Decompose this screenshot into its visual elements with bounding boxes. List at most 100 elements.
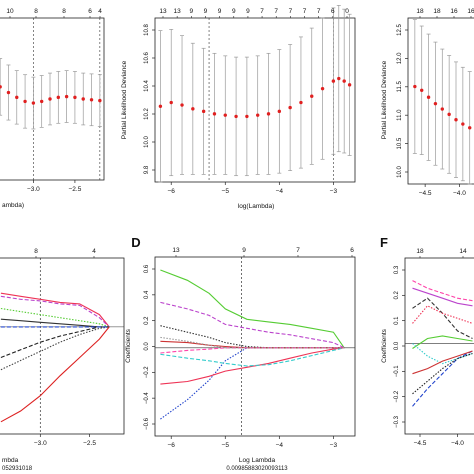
a-top-tick-label: 8 — [62, 8, 66, 15]
c-x-tick-label: −4.0 — [453, 190, 466, 197]
b-deviance-point — [310, 94, 314, 98]
b-top-tick-label: 9 — [218, 8, 222, 15]
f-y-tick-label: 0.3 — [394, 265, 400, 274]
c-top-tick-label: 18 — [433, 8, 441, 15]
d-x-tick-label: −6 — [168, 442, 176, 449]
b-deviance-point — [180, 103, 184, 107]
a-top-tick-label: 8 — [34, 8, 38, 15]
a-deviance-point — [6, 90, 11, 95]
a-x-tick-label: −3.0 — [27, 186, 40, 193]
e-top-tick-label: 8 — [34, 248, 38, 255]
f-y-tick-label: 0.1 — [394, 316, 400, 325]
b-deviance-point — [234, 114, 238, 119]
c-deviance-point — [413, 84, 417, 89]
f-panel-letter: F — [380, 235, 388, 250]
e-plot-frame — [0, 257, 125, 435]
d-top-tick-label: 7 — [296, 247, 300, 254]
b-y-tick-label: 10.2 — [144, 108, 150, 120]
b-y-tick-label: 10.6 — [144, 52, 150, 64]
b-top-tick-label: 7 — [317, 8, 321, 15]
panel-b-deviance-plot: 13 13 9 9 9 9 9 7 7 7 7 7 6 0 9.8 10.0 10.2 10.4 10.6 10.8 −… — [121, 5, 356, 210]
a-deviance-point — [31, 101, 36, 105]
a-deviance-point — [56, 95, 61, 100]
f-x-tick-label: −4.0 — [451, 440, 464, 447]
b-deviance-point — [212, 112, 217, 116]
c-x-tick-label: −4.5 — [419, 190, 432, 197]
d-y-tick-label: −0.6 — [144, 417, 150, 430]
a-plot-frame — [0, 17, 105, 181]
c-deviance-point — [426, 95, 431, 99]
f-coefficient-path — [412, 335, 473, 349]
b-deviance-point — [277, 109, 282, 114]
c-y-tick-label: 10.0 — [397, 166, 403, 178]
panel-e-coefficient-plot: 8 4 −3.0 −2.5 mbda 052931018 — [0, 248, 125, 472]
b-y-tick-label: 10.0 — [144, 136, 150, 148]
f-y-tick-label: −0.1 — [394, 365, 400, 378]
a-deviance-point — [23, 99, 27, 104]
d-y-tick-label: −0.4 — [144, 392, 150, 405]
b-top-tick-label: 9 — [189, 8, 193, 15]
d-x-tick-label: −4 — [276, 442, 284, 449]
f-coefficient-path — [412, 343, 473, 365]
a-top-tick-label: 4 — [98, 8, 102, 15]
f-y-tick-label: 0.2 — [394, 291, 400, 300]
f-coefficient-path — [412, 350, 473, 375]
c-deviance-point — [420, 88, 424, 92]
d-top-tick-label: 13 — [172, 247, 180, 254]
c-top-tick-label: 16 — [467, 8, 474, 15]
c-y-tick-label: 11.0 — [397, 109, 403, 121]
c-y-tick-label: 12.0 — [397, 52, 403, 64]
e-x-tick-label: −3.0 — [34, 440, 47, 447]
d-x-axis-label: Log Lambda — [239, 457, 276, 464]
a-top-tick-label: 6 — [88, 8, 92, 15]
f-coefficient-path — [412, 350, 473, 407]
d-top-tick-label: 6 — [350, 247, 354, 254]
a-deviance-point — [89, 98, 94, 102]
d-lambda-caption: 0.00985883020093113 — [226, 466, 288, 472]
b-y-tick-label: 10.8 — [144, 24, 150, 36]
a-deviance-point — [39, 99, 44, 104]
panel-f-coefficient-plot: 18 14 −0.3 −0.2 −0.1 0.0 0.1 0.2 0.3 −4.5 −4.0 Coef… — [380, 235, 474, 447]
b-top-tick-label: 7 — [303, 8, 307, 15]
b-y-tick-label: 9.8 — [144, 165, 150, 174]
b-deviance-point — [342, 79, 346, 83]
b-top-tick-label: 6 — [331, 8, 335, 15]
b-top-tick-label: 7 — [260, 8, 264, 15]
b-x-axis-label: log(Lambda) — [238, 203, 275, 210]
a-deviance-point — [98, 98, 102, 103]
a-deviance-point — [64, 94, 69, 99]
d-y-tick-label: 0.2 — [144, 316, 150, 325]
b-deviance-point — [191, 107, 195, 111]
b-deviance-point — [256, 113, 260, 117]
b-top-tick-label: 7 — [274, 8, 278, 15]
b-x-tick-label: −4 — [276, 188, 284, 195]
e-coefficient-path — [0, 292, 110, 328]
f-y-axis-label: Coefficients — [381, 328, 388, 363]
b-top-tick-label: 7 — [289, 8, 293, 15]
d-coefficient-path — [160, 325, 345, 349]
d-top-tick-label: 9 — [242, 247, 246, 254]
b-deviance-point — [337, 76, 341, 81]
b-y-tick-label: 10.4 — [144, 80, 150, 92]
panel-d-coefficient-plot: 13 9 7 6 −0.6 −0.4 −0.2 0.0 0.2 0.4 0.6 −6 −5 −4 −3 Coe… — [125, 235, 356, 472]
e-coefficient-path — [0, 326, 110, 371]
a-x-axis-label: ambda) — [2, 202, 24, 209]
b-top-tick-label: 0 — [345, 8, 349, 15]
c-plot-frame — [407, 17, 474, 185]
b-deviance-point — [288, 105, 292, 110]
b-deviance-point — [347, 83, 352, 87]
b-x-tick-label: −6 — [168, 188, 176, 195]
b-deviance-point — [299, 100, 303, 105]
c-deviance-point — [461, 122, 465, 126]
b-deviance-point — [169, 100, 173, 105]
c-top-tick-label: 16 — [450, 8, 458, 15]
e-x-tick-label: −2.5 — [83, 440, 96, 447]
b-deviance-point — [201, 109, 206, 114]
f-x-tick-label: −4.5 — [414, 440, 427, 447]
d-coefficient-path — [160, 269, 345, 349]
a-deviance-point — [15, 95, 19, 100]
b-top-tick-label: 9 — [204, 8, 208, 15]
d-x-tick-label: −3 — [330, 442, 338, 449]
a-deviance-point — [48, 97, 52, 101]
